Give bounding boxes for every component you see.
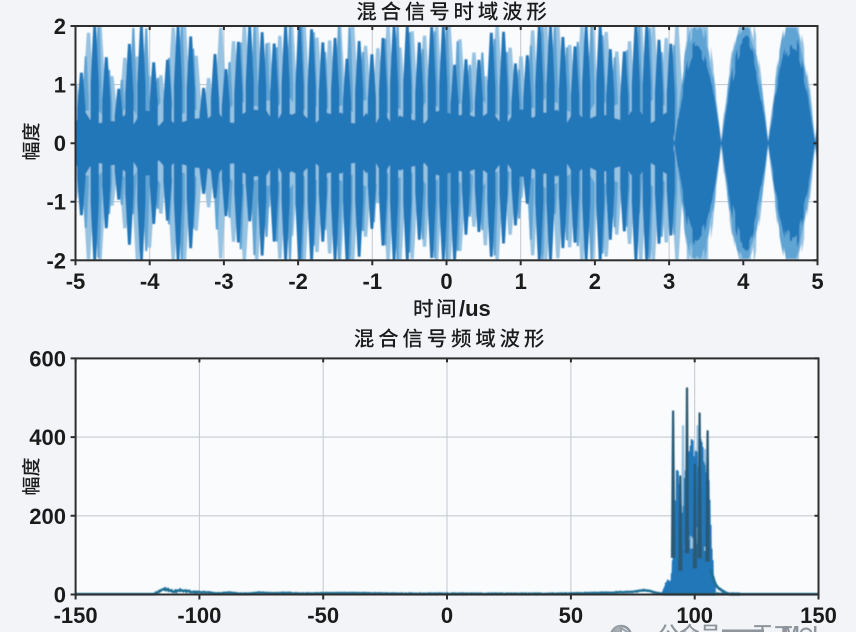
svg-text:0: 0	[440, 269, 452, 294]
svg-text:-1: -1	[363, 269, 383, 294]
svg-text:4: 4	[737, 269, 750, 294]
svg-text:400: 400	[29, 425, 66, 450]
svg-text:200: 200	[29, 504, 66, 529]
svg-text:1: 1	[54, 73, 66, 98]
svg-text:-2: -2	[46, 248, 66, 273]
svg-text:2: 2	[589, 269, 601, 294]
svg-text:150: 150	[800, 603, 837, 628]
svg-text:M: M	[783, 623, 800, 632]
svg-text:-50: -50	[307, 603, 339, 628]
svg-text:-150: -150	[54, 603, 98, 628]
svg-text:50: 50	[559, 603, 583, 628]
svg-text:/us: /us	[459, 296, 491, 321]
svg-text:0: 0	[54, 583, 66, 608]
svg-text:-1: -1	[46, 190, 66, 215]
svg-text:1: 1	[515, 269, 527, 294]
svg-text:0: 0	[54, 131, 66, 156]
svg-text:100: 100	[676, 603, 713, 628]
svg-text:5: 5	[811, 269, 823, 294]
svg-text:0: 0	[441, 603, 453, 628]
svg-text:-2: -2	[288, 269, 308, 294]
svg-text:-100: -100	[177, 603, 221, 628]
svg-text:-5: -5	[66, 269, 86, 294]
svg-text:-3: -3	[214, 269, 234, 294]
svg-text:-4: -4	[140, 269, 160, 294]
svg-text:2: 2	[54, 14, 66, 39]
svg-text:3: 3	[663, 269, 675, 294]
svg-text:600: 600	[29, 346, 66, 371]
